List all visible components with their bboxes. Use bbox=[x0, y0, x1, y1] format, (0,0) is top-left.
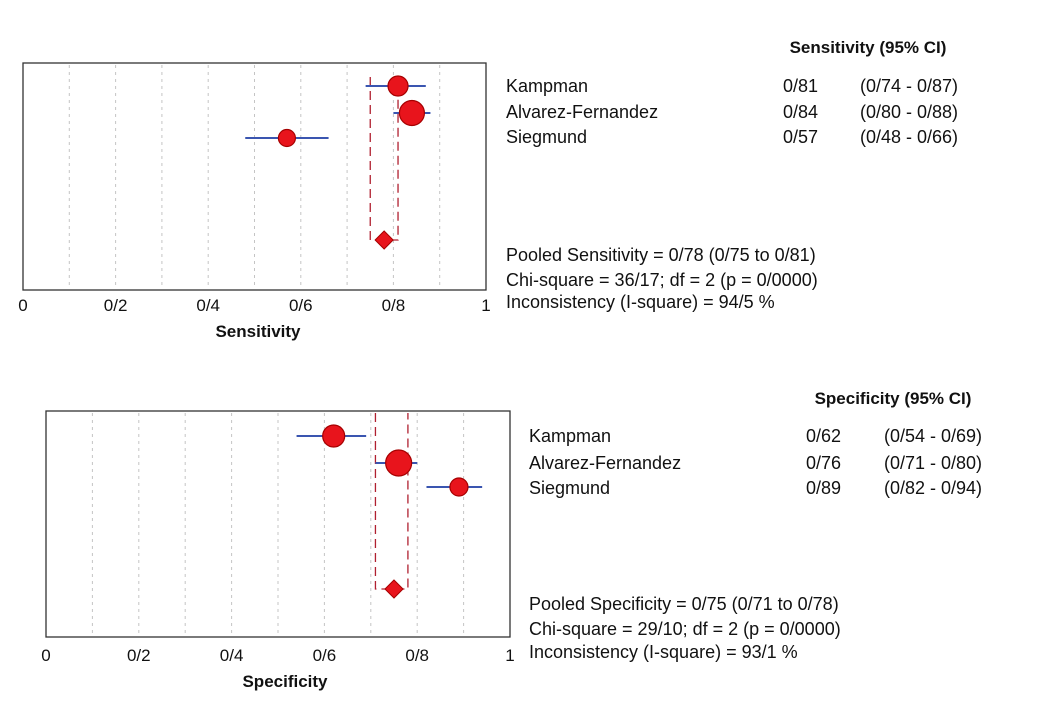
study-point bbox=[277, 128, 297, 148]
study-point bbox=[398, 99, 426, 127]
x-tick-label: 1 bbox=[505, 646, 514, 665]
x-tick-label: 0/6 bbox=[313, 646, 337, 665]
x-tick-label: 0/2 bbox=[127, 646, 151, 665]
plot-area-0 bbox=[22, 62, 487, 291]
column-header: Specificity (95% CI) bbox=[815, 389, 972, 408]
pooled-stat-line: Inconsistency (I-square) = 94/5 % bbox=[506, 292, 775, 312]
x-axis-label: Specificity bbox=[242, 672, 328, 691]
x-tick-label: 0/4 bbox=[220, 646, 244, 665]
study-name: Siegmund bbox=[506, 127, 587, 147]
pooled-stat-line: Chi-square = 29/10; df = 2 (p = 0/0000) bbox=[529, 619, 841, 639]
study-estimate-label: 0/84 bbox=[783, 102, 818, 122]
x-tick-label: 0/8 bbox=[405, 646, 429, 665]
column-header: Sensitivity (95% CI) bbox=[790, 38, 947, 57]
plot-area-1 bbox=[45, 410, 511, 638]
study-estimate-label: 0/57 bbox=[783, 127, 818, 147]
study-name: Kampman bbox=[529, 426, 611, 446]
study-ci-label: (0/80 - 0/88) bbox=[860, 102, 958, 122]
study-ci-label: (0/54 - 0/69) bbox=[884, 426, 982, 446]
study-point bbox=[449, 477, 469, 497]
x-tick-label: 0/8 bbox=[382, 296, 406, 315]
study-point bbox=[387, 75, 409, 97]
x-axis-label: Sensitivity bbox=[215, 322, 301, 341]
x-tick-label: 0 bbox=[41, 646, 50, 665]
x-tick-label: 0/6 bbox=[289, 296, 313, 315]
study-name: Kampman bbox=[506, 76, 588, 96]
pooled-diamond bbox=[384, 579, 404, 599]
study-estimate-label: 0/76 bbox=[806, 453, 841, 473]
study-estimate-label: 0/89 bbox=[806, 478, 841, 498]
study-ci-label: (0/82 - 0/94) bbox=[884, 478, 982, 498]
study-point bbox=[322, 424, 346, 448]
study-name: Siegmund bbox=[529, 478, 610, 498]
pooled-stat-line: Pooled Specificity = 0/75 (0/71 to 0/78) bbox=[529, 594, 839, 614]
x-tick-label: 0/2 bbox=[104, 296, 128, 315]
pooled-stat-line: Chi-square = 36/17; df = 2 (p = 0/0000) bbox=[506, 270, 818, 290]
x-tick-label: 1 bbox=[481, 296, 490, 315]
x-tick-label: 0/4 bbox=[196, 296, 220, 315]
study-estimate-label: 0/81 bbox=[783, 76, 818, 96]
study-point bbox=[385, 449, 413, 477]
pooled-diamond bbox=[374, 230, 394, 250]
pooled-stat-line: Pooled Sensitivity = 0/78 (0/75 to 0/81) bbox=[506, 245, 816, 265]
study-ci-label: (0/71 - 0/80) bbox=[884, 453, 982, 473]
pooled-ci-box bbox=[374, 413, 409, 590]
study-ci-label: (0/74 - 0/87) bbox=[860, 76, 958, 96]
study-name: Alvarez-Fernandez bbox=[506, 102, 658, 122]
study-name: Alvarez-Fernandez bbox=[529, 453, 681, 473]
pooled-stat-line: Inconsistency (I-square) = 93/1 % bbox=[529, 642, 798, 662]
x-tick-label: 0 bbox=[18, 296, 27, 315]
study-ci-label: (0/48 - 0/66) bbox=[860, 127, 958, 147]
study-estimate-label: 0/62 bbox=[806, 426, 841, 446]
